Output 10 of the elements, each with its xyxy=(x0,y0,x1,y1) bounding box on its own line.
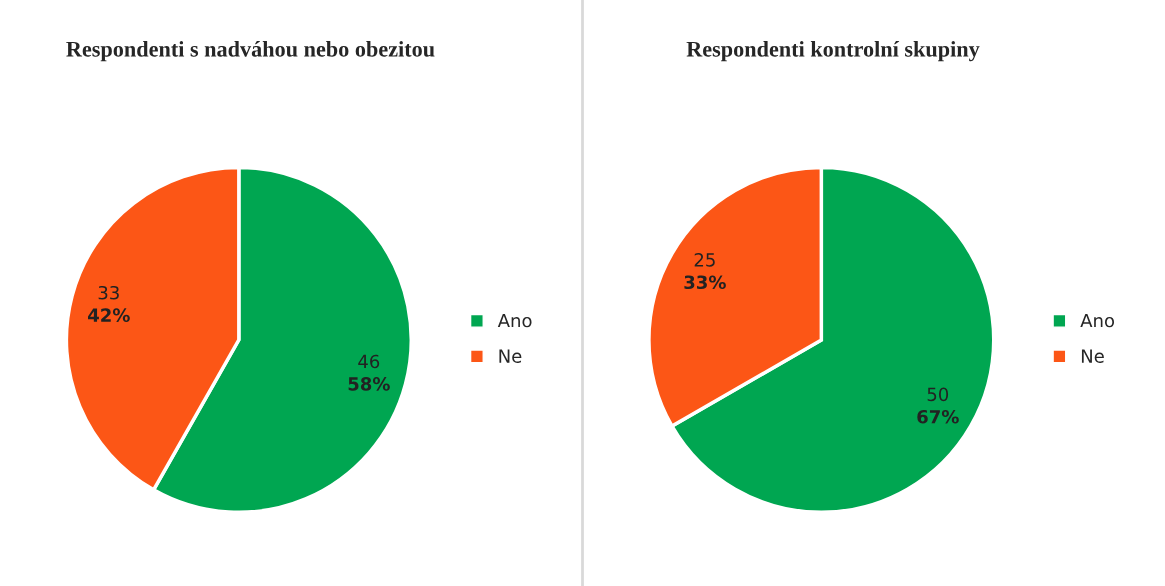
legend-label: Ano xyxy=(1080,313,1115,328)
data-label: 46 58% xyxy=(348,354,390,391)
data-label: 33 42% xyxy=(88,285,130,322)
legend-label: Ne xyxy=(499,349,522,363)
data-label: 50 67% xyxy=(917,387,959,424)
chart-title: Respondenti kontrolní skupiny xyxy=(686,41,980,62)
legend-label: Ne xyxy=(1081,349,1104,363)
data-label: 25 33% xyxy=(684,253,726,290)
chart-title: Respondenti s nadváhou nebo obezitou xyxy=(66,41,435,62)
legend-label: Ano xyxy=(497,313,532,328)
